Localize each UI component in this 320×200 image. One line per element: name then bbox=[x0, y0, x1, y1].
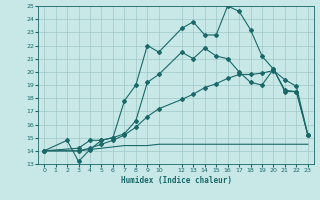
X-axis label: Humidex (Indice chaleur): Humidex (Indice chaleur) bbox=[121, 176, 231, 185]
